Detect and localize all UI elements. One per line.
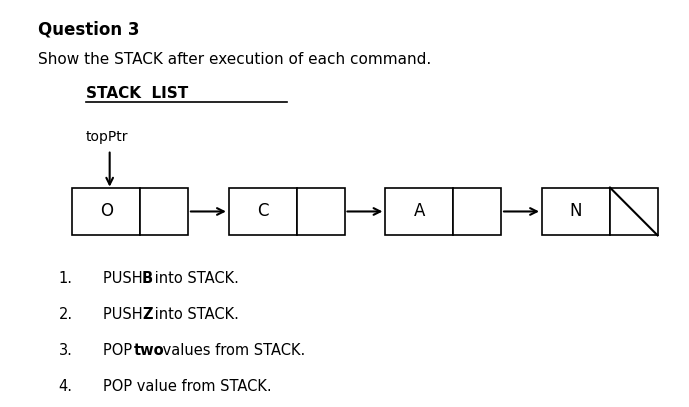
Text: C: C xyxy=(257,202,269,221)
Text: O: O xyxy=(100,202,113,221)
Text: two: two xyxy=(134,343,165,358)
Text: PUSH: PUSH xyxy=(103,307,147,322)
Bar xyxy=(141,188,188,235)
Text: POP: POP xyxy=(103,343,136,358)
Text: B: B xyxy=(142,271,153,286)
Text: A: A xyxy=(413,202,425,221)
Text: POP value from STACK.: POP value from STACK. xyxy=(103,379,271,394)
Text: Z: Z xyxy=(142,307,152,322)
Bar xyxy=(385,188,453,235)
Text: values from STACK.: values from STACK. xyxy=(158,343,305,358)
Text: Question 3: Question 3 xyxy=(38,20,140,38)
Text: STACK  LIST: STACK LIST xyxy=(86,86,188,101)
Text: into STACK.: into STACK. xyxy=(150,271,238,286)
Text: topPtr: topPtr xyxy=(86,130,128,144)
Text: 4.: 4. xyxy=(59,379,72,394)
Bar xyxy=(72,188,141,235)
Text: 1.: 1. xyxy=(59,271,72,286)
Bar xyxy=(610,188,657,235)
Text: 2.: 2. xyxy=(59,307,73,322)
Text: into STACK.: into STACK. xyxy=(150,307,238,322)
Text: 3.: 3. xyxy=(59,343,72,358)
Bar xyxy=(542,188,610,235)
Text: N: N xyxy=(570,202,582,221)
Text: Show the STACK after execution of each command.: Show the STACK after execution of each c… xyxy=(38,52,431,67)
Bar xyxy=(453,188,501,235)
Bar xyxy=(229,188,297,235)
Bar xyxy=(297,188,344,235)
Text: PUSH: PUSH xyxy=(103,271,147,286)
